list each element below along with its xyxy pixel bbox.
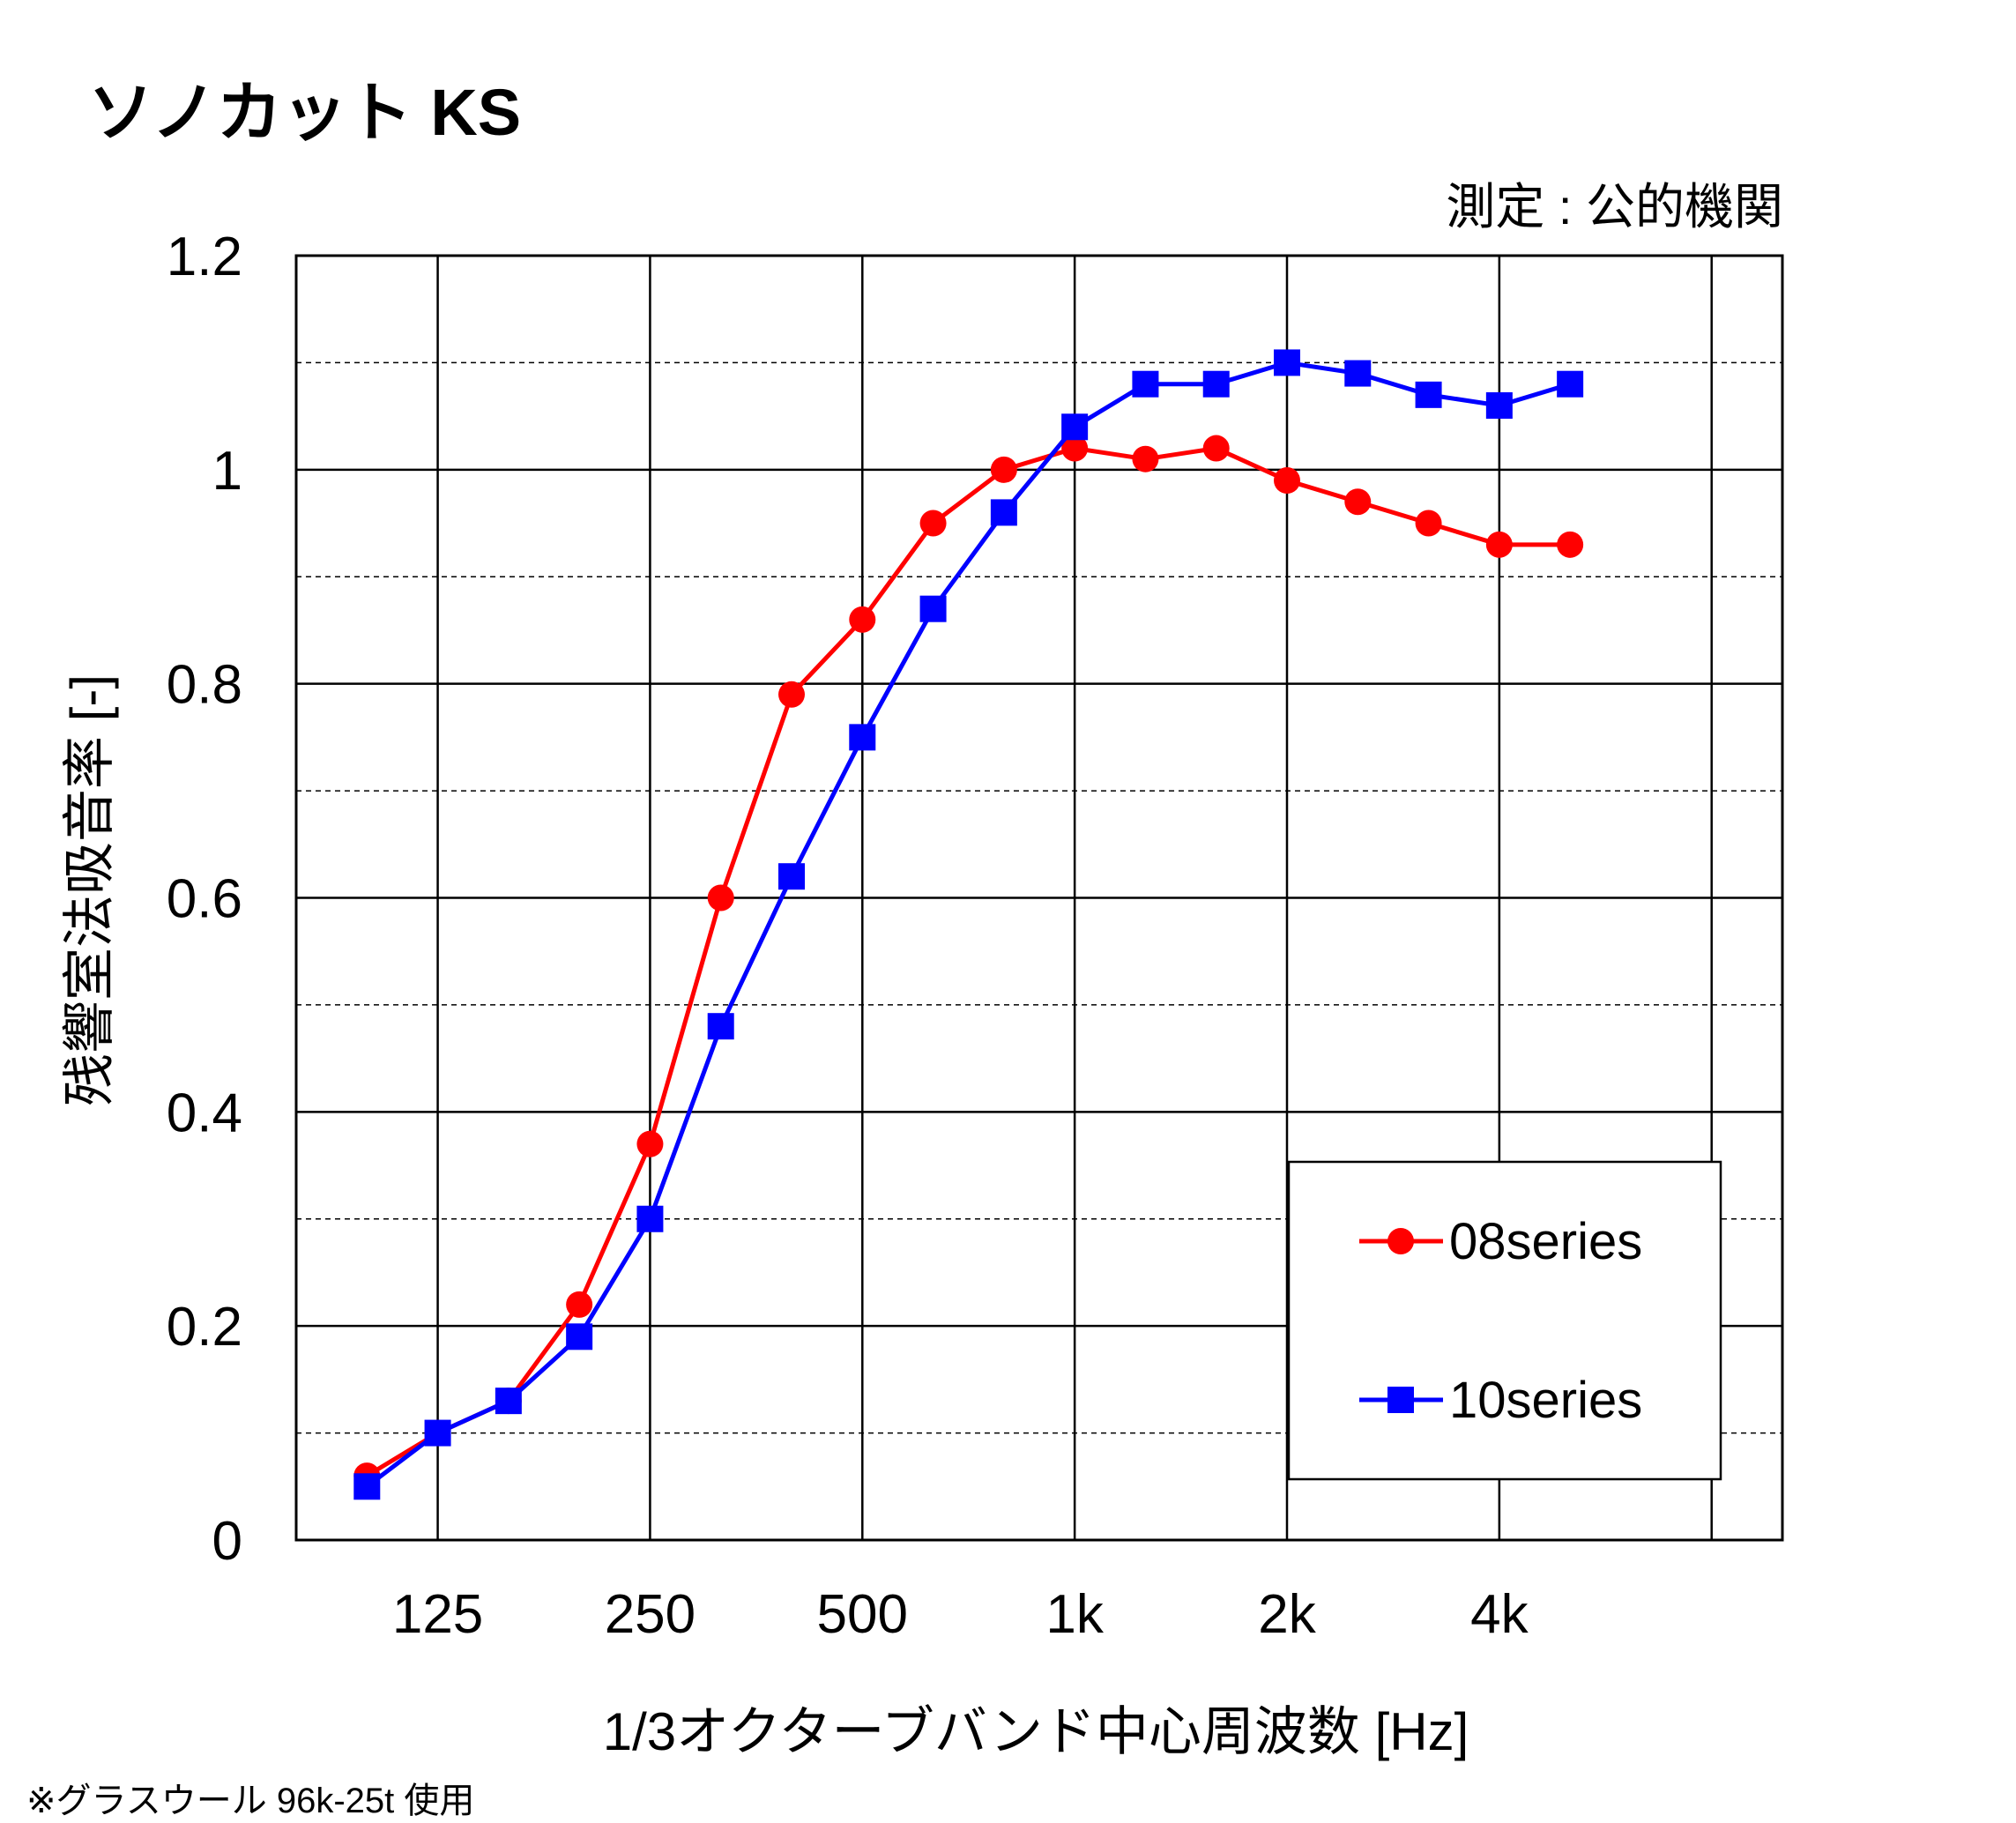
y-tick-label: 0.2	[167, 1297, 242, 1358]
data-point-10series	[1344, 360, 1372, 387]
x-tick-label: 1k	[1045, 1584, 1104, 1645]
legend: 08series 10series	[1287, 1160, 1722, 1481]
data-point-10series	[1557, 370, 1584, 398]
x-tick-label: 500	[817, 1584, 908, 1645]
data-point-10series	[849, 724, 876, 751]
data-point-08series	[778, 681, 805, 708]
data-point-08series	[1485, 531, 1513, 558]
data-point-08series	[1344, 488, 1372, 516]
x-axis-label: 1/3オクターブバンド中心周波数 [Hz]	[603, 1702, 1469, 1761]
x-tick-label: 250	[605, 1584, 696, 1645]
plot-frame	[294, 254, 1784, 1542]
legend-box	[1287, 1160, 1722, 1481]
y-tick-label: 1	[212, 441, 242, 502]
data-point-10series	[1274, 349, 1300, 376]
y-axis-label: 残響室法吸音率 [-]	[60, 674, 119, 1106]
chart-title: ソノカット KS	[88, 76, 522, 149]
y-tick-label: 0.4	[167, 1083, 242, 1143]
y-tick-label: 1.2	[167, 227, 242, 287]
data-point-08series	[849, 606, 876, 633]
data-point-10series	[919, 595, 947, 622]
data-point-10series	[1202, 370, 1230, 398]
x-tick-labels: 125 250 500 1k 2k 4k	[392, 1584, 1529, 1645]
data-point-08series	[1061, 435, 1089, 462]
y-tick-label: 0	[212, 1511, 242, 1572]
x-tick-label: 2k	[1258, 1584, 1316, 1645]
data-point-08series	[566, 1291, 593, 1318]
y-tick-label: 0.6	[167, 869, 242, 930]
data-point-10series	[636, 1205, 664, 1232]
data-point-10series	[778, 863, 805, 890]
data-point-10series	[1485, 391, 1513, 419]
series-10series	[353, 349, 1584, 1500]
data-point-08series	[636, 1130, 664, 1157]
data-point-08series	[1132, 445, 1159, 472]
legend-label-10series: 10series	[1449, 1372, 1642, 1429]
legend-label-08series: 08series	[1449, 1213, 1642, 1270]
series-layer	[353, 349, 1584, 1500]
x-tick-label: 4k	[1470, 1584, 1529, 1645]
data-point-10series	[353, 1473, 381, 1500]
y-tick-label: 0.8	[167, 655, 242, 716]
legend-marker-10series	[1387, 1387, 1414, 1413]
data-point-10series	[1415, 381, 1442, 408]
data-point-08series	[1274, 466, 1300, 494]
data-point-08series	[707, 884, 734, 912]
data-point-08series	[1557, 531, 1584, 558]
data-point-08series	[990, 456, 1017, 483]
data-point-10series	[990, 499, 1017, 526]
data-point-10series	[707, 1013, 734, 1040]
data-point-10series	[566, 1323, 593, 1351]
data-point-10series	[1132, 370, 1159, 398]
y-tick-labels: 0 0.2 0.4 0.6 0.8 1 1.2	[167, 227, 242, 1572]
data-point-10series	[495, 1388, 522, 1415]
legend-marker-08series	[1387, 1228, 1414, 1254]
data-point-08series	[1415, 510, 1442, 537]
x-tick-label: 125	[392, 1584, 483, 1645]
data-point-10series	[424, 1419, 451, 1447]
data-point-10series	[1061, 413, 1089, 441]
measurement-source-note: 測定 : 公的機関	[1446, 179, 1783, 234]
data-point-08series	[1202, 435, 1230, 462]
footnote: ※グラスウール 96k-25t 使用	[26, 1782, 475, 1820]
data-point-08series	[919, 510, 947, 537]
